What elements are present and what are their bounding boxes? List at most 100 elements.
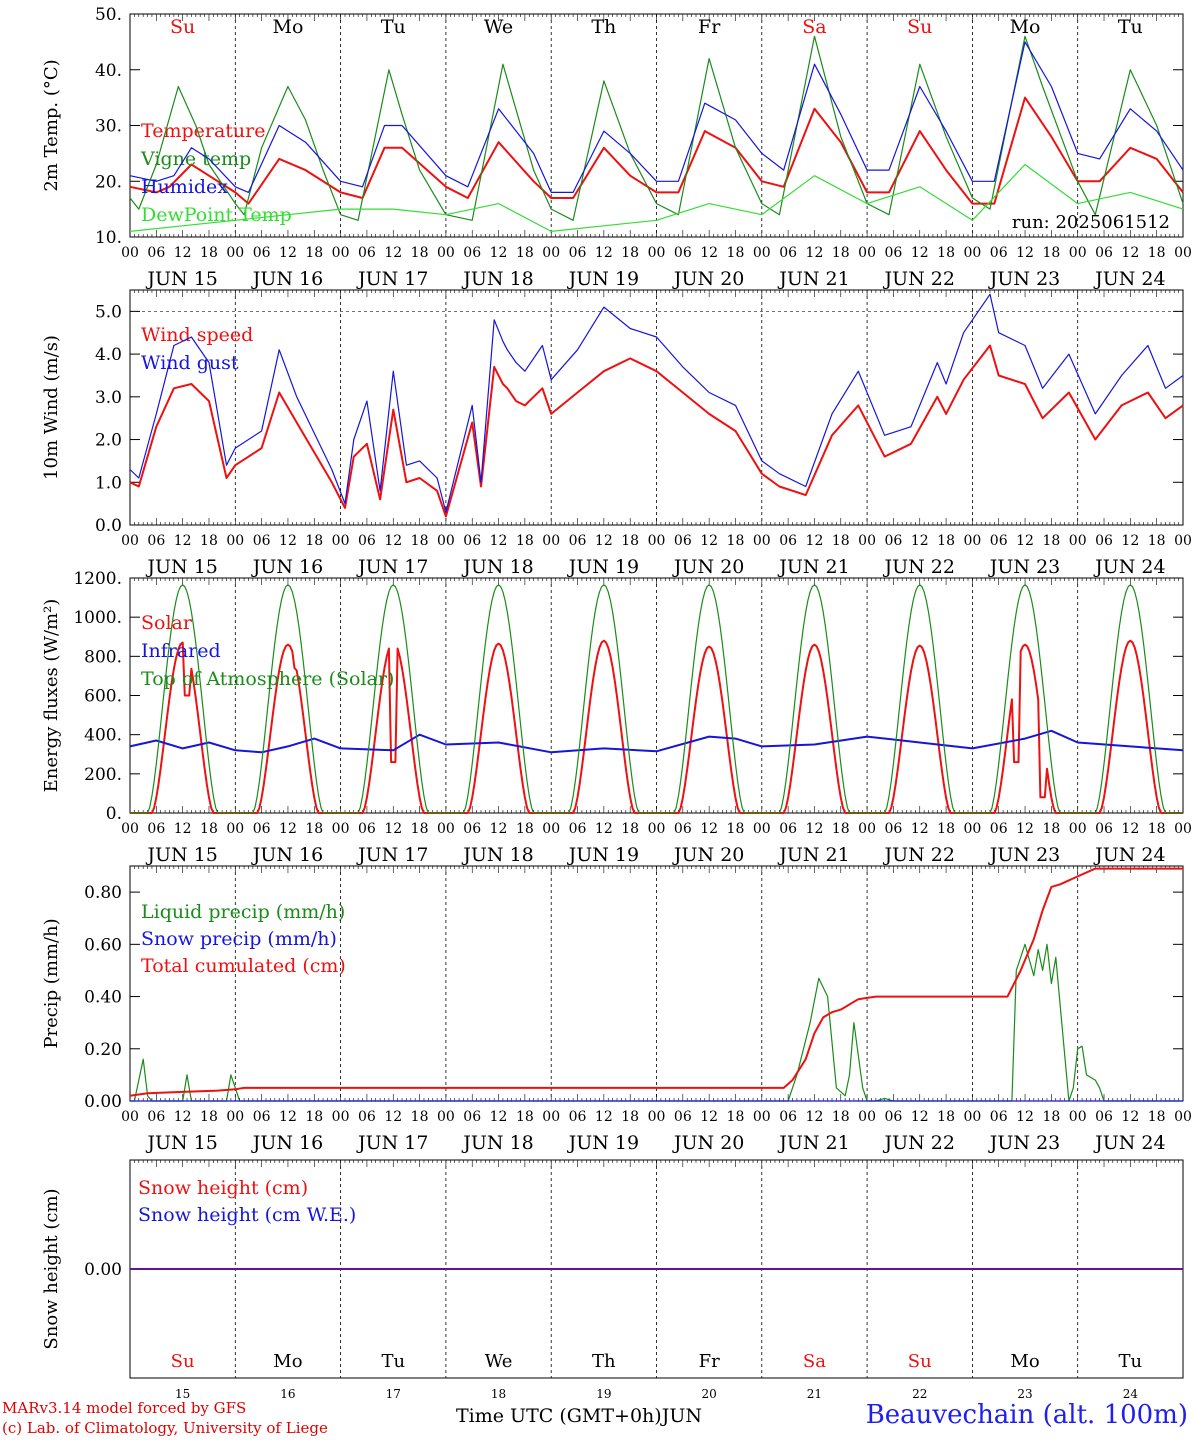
hour-tick-label: 06 [147, 245, 165, 261]
hour-tick-label: 18 [621, 1109, 639, 1125]
legend-entry: Snow precip (mm/h) [141, 928, 337, 950]
hour-tick-label: 06 [569, 1109, 587, 1125]
y-tick-label: 40. [95, 61, 122, 81]
hour-tick-label: 12 [279, 1109, 297, 1125]
hour-tick-label: 12 [595, 1109, 613, 1125]
hour-tick-label: 12 [595, 245, 613, 261]
lab-credit: (c) Lab. of Climatology, University of L… [2, 1419, 328, 1437]
hour-tick-label: 00 [963, 245, 981, 261]
day-number-label: 17 [386, 1387, 401, 1401]
day-number-label: 23 [1017, 1387, 1032, 1401]
weekday-label: Su [170, 16, 195, 38]
hour-tick-label: 06 [253, 1109, 271, 1125]
date-label: JUN 24 [1093, 1132, 1165, 1154]
hour-tick-label: 18 [1042, 1109, 1060, 1125]
date-label: JUN 22 [883, 556, 955, 578]
date-label: JUN 23 [988, 844, 1060, 866]
hour-tick-label: 18 [937, 533, 955, 549]
hour-tick-label: 06 [990, 245, 1008, 261]
date-label: JUN 23 [988, 556, 1060, 578]
hour-tick-label: 18 [305, 1109, 323, 1125]
hour-tick-label: 12 [174, 1109, 192, 1125]
series-line-solar [130, 639, 1183, 814]
hour-tick-label: 06 [885, 821, 903, 837]
hour-tick-label: 18 [411, 533, 429, 549]
hour-tick-label: 00 [648, 821, 666, 837]
legend-entry: Wind gust [141, 352, 239, 374]
weekday-label: Mo [272, 16, 303, 38]
hour-tick-label: 00 [858, 533, 876, 549]
day-number-label: 18 [491, 1387, 506, 1401]
hour-tick-label: 12 [279, 533, 297, 549]
hour-tick-label: 12 [700, 533, 718, 549]
hour-tick-label: 12 [384, 1109, 402, 1125]
hour-tick-label: 06 [779, 245, 797, 261]
hour-tick-label: 00 [332, 245, 350, 261]
hour-tick-label: 18 [621, 533, 639, 549]
hour-tick-label: 00 [121, 1109, 139, 1125]
weekday-label: Tu [1118, 16, 1143, 38]
date-label: JUN 21 [777, 268, 849, 290]
hour-tick-label: 12 [911, 533, 929, 549]
hour-tick-label: 12 [490, 533, 508, 549]
run-label: run: 2025061512 [1012, 212, 1170, 233]
hour-tick-label: 00 [963, 533, 981, 549]
hour-tick-label: 06 [779, 1109, 797, 1125]
hour-tick-label: 12 [279, 821, 297, 837]
hour-tick-label: 18 [1042, 245, 1060, 261]
day-number-label: 22 [912, 1387, 927, 1401]
hour-tick-label: 00 [226, 245, 244, 261]
hour-tick-label: 06 [1095, 245, 1113, 261]
legend-entry: Total cumulated (cm) [141, 955, 346, 977]
hour-tick-label: 00 [542, 821, 560, 837]
weekday-label: Fr [698, 16, 721, 38]
y-tick-label: 2.0 [95, 431, 122, 451]
y-tick-label: 4.0 [95, 345, 122, 365]
hour-tick-label: 18 [937, 821, 955, 837]
weekday-label: Tu [381, 1351, 405, 1372]
hour-tick-label: 00 [332, 533, 350, 549]
panel-snow: 0.00 Snow height (cm) Snow height (cm) Snow… [41, 1159, 1184, 1401]
date-label: JUN 17 [356, 844, 428, 866]
hour-tick-label: 18 [621, 821, 639, 837]
hour-tick-label: 18 [1148, 245, 1166, 261]
hour-tick-label: 00 [121, 533, 139, 549]
hour-tick-label: 06 [358, 821, 376, 837]
y-tick-label: 600. [84, 687, 122, 707]
hour-tick-label: 06 [674, 1109, 692, 1125]
hour-tick-label: 00 [437, 821, 455, 837]
hour-tick-label: 18 [305, 821, 323, 837]
hour-tick-label: 00 [753, 533, 771, 549]
y-tick-label: 20. [95, 172, 122, 192]
hour-tick-label: 06 [990, 1109, 1008, 1125]
hour-tick-label: 18 [200, 821, 218, 837]
legend-entry: Temperature [141, 120, 265, 142]
hour-tick-label: 12 [595, 533, 613, 549]
date-label: JUN 19 [567, 844, 639, 866]
hour-tick-label: 18 [200, 533, 218, 549]
y-axis-label: Precip (mm/h) [41, 918, 62, 1048]
station-name: Beauvechain (alt. 100m) [865, 1400, 1188, 1430]
hour-tick-label: 00 [1069, 821, 1087, 837]
hour-tick-label: 06 [463, 1109, 481, 1125]
date-label: JUN 17 [356, 1132, 428, 1154]
hour-tick-label: 18 [937, 245, 955, 261]
y-tick-label: 30. [95, 117, 122, 137]
hour-tick-label: 06 [885, 1109, 903, 1125]
panel-energy: 0. 200. 400. 600. 800. 1000. 1200. Energy fluxe… [41, 569, 1192, 866]
hour-tick-label: 12 [700, 1109, 718, 1125]
y-tick-label: 0. [106, 804, 122, 824]
series-line-wind-speed [129, 344, 1184, 518]
date-label: JUN 18 [461, 556, 533, 578]
hour-tick-label: 00 [648, 1109, 666, 1125]
hour-tick-label: 06 [463, 533, 481, 549]
y-axis-label: 10m Wind (m/s) [41, 335, 62, 480]
hour-tick-label: 18 [832, 1109, 850, 1125]
series-line-vigne-temp [129, 35, 1184, 221]
day-number-label: 24 [1123, 1387, 1139, 1401]
weekday-label: Mo [1010, 16, 1041, 38]
hour-tick-label: 00 [437, 1109, 455, 1125]
series-line-dewpoint-temp [129, 163, 1184, 232]
hour-tick-label: 12 [911, 245, 929, 261]
hour-tick-label: 00 [858, 245, 876, 261]
